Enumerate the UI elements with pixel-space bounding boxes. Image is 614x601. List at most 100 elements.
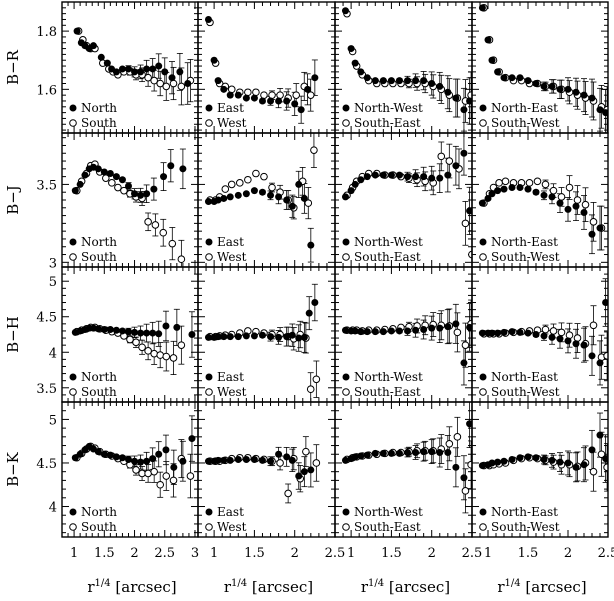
legend-filled-label: North-East: [491, 370, 558, 384]
filled-point: [452, 162, 460, 170]
filled-point: [371, 449, 379, 457]
filled-point: [532, 80, 540, 88]
filled-point: [168, 74, 176, 82]
legend-filled-label: East: [217, 101, 244, 115]
filled-point: [188, 331, 196, 338]
filled-point: [460, 106, 468, 114]
filled-point: [436, 174, 444, 182]
open-point: [525, 179, 534, 187]
filled-point: [291, 100, 299, 108]
filled-point: [162, 322, 170, 330]
filled-point: [548, 82, 556, 90]
filled-point: [112, 326, 120, 334]
filled-point: [404, 77, 412, 85]
filled-point: [347, 187, 355, 195]
xtick-label-0-3: 2.5: [154, 546, 175, 561]
filled-point: [267, 97, 275, 105]
legend-open-marker: [342, 119, 350, 127]
filled-point: [242, 455, 250, 463]
filled-point: [379, 171, 387, 179]
legend-filled-label: North: [81, 235, 117, 249]
legend-filled-label: North-West: [354, 370, 423, 384]
filled-point: [267, 333, 275, 341]
open-point: [177, 255, 186, 264]
column-labels: r1/4 [arcsec] r1/4 [arcsec] r1/4 [arcsec] r…: [70, 546, 614, 596]
filled-point: [304, 85, 312, 93]
filled-point: [540, 332, 548, 340]
filled-point: [572, 340, 580, 348]
legend-open-marker: [69, 388, 77, 396]
filled-point: [283, 97, 291, 105]
marks: [73, 27, 195, 106]
marks: [341, 299, 472, 386]
filled-point: [179, 165, 187, 173]
filled-point: [234, 191, 242, 199]
filled-point: [250, 455, 258, 463]
legend-open-marker: [205, 523, 213, 531]
ylabel-row-0: B−R: [4, 49, 22, 85]
open-point: [302, 447, 310, 456]
filled-point: [524, 453, 532, 461]
ytick-label-3-0: 4: [49, 501, 57, 516]
filled-point: [97, 53, 105, 61]
xtick-label-1-0: 1: [210, 546, 218, 561]
open-point: [284, 489, 292, 498]
open-point: [549, 327, 558, 335]
filled-point: [371, 77, 379, 85]
filled-point: [131, 68, 139, 76]
filled-point: [234, 91, 242, 99]
ytick-label-3-1: 4.5: [36, 457, 57, 472]
panel-grid: 1.61.8NorthSouthEastWestNorth-WestSouth-…: [36, 1, 609, 538]
open-point: [252, 169, 260, 178]
filled-point: [363, 173, 371, 181]
filled-point: [596, 431, 604, 439]
filled-point: [508, 184, 516, 192]
legend-filled-marker: [69, 104, 77, 112]
filled-point: [112, 173, 120, 181]
filled-point: [137, 329, 145, 337]
filled-point: [596, 359, 604, 367]
filled-point: [548, 456, 556, 464]
filled-point: [602, 109, 608, 117]
filled-point: [160, 173, 168, 181]
filled-point: [288, 456, 296, 464]
marks: [341, 133, 472, 267]
marks: [478, 4, 608, 133]
legend-open-marker: [205, 253, 213, 261]
filled-point: [143, 190, 151, 198]
filled-point: [371, 328, 379, 336]
filled-point: [588, 94, 596, 102]
filled-point: [351, 59, 359, 67]
filled-point: [452, 320, 460, 328]
filled-point: [81, 171, 89, 179]
filled-point: [412, 77, 420, 85]
filled-point: [341, 7, 349, 15]
ytick-label-3-2: 5: [49, 413, 57, 428]
filled-point: [387, 327, 395, 335]
ytick-label-1-0: 3: [49, 256, 57, 271]
filled-point: [516, 74, 524, 82]
filled-point: [488, 56, 496, 64]
filled-point: [124, 182, 132, 190]
filled-point: [161, 68, 169, 76]
open-point: [120, 186, 128, 195]
ytick-label-0-1: 1.8: [36, 25, 57, 40]
marks: [341, 402, 472, 514]
open-point: [132, 466, 140, 474]
legend-filled-label: East: [217, 235, 244, 249]
legend-filled-label: North: [81, 505, 117, 519]
legend-filled-label: North-East: [491, 235, 558, 249]
filled-point: [106, 170, 114, 178]
open-point: [603, 463, 608, 472]
filled-point: [131, 190, 139, 198]
ylabel-row-2: B−H: [4, 316, 22, 353]
legend-filled-marker: [342, 373, 350, 381]
legend-filled-marker: [205, 104, 213, 112]
legend-filled-marker: [342, 238, 350, 246]
filled-point: [452, 94, 460, 102]
